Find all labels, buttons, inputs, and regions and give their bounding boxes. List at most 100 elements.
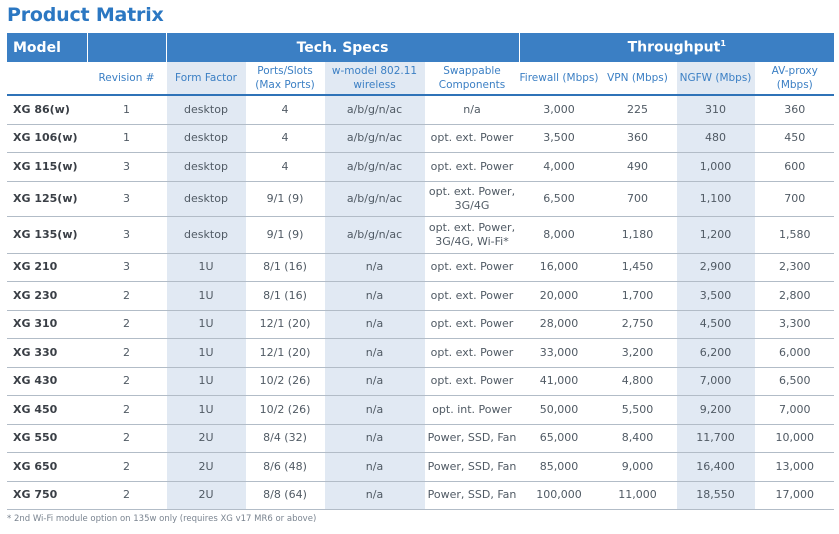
table-cell: 8/1 (16) (245, 281, 324, 311)
table-cell: 7,000 (754, 395, 835, 425)
table-cell: 3,000 (518, 95, 599, 125)
table-cell: desktop (165, 181, 246, 217)
table-row: XG 106(w) 1 desktop 4 a/b/g/n/ac opt. ext. Po… (7, 124, 835, 153)
table-cell: n/a (323, 367, 425, 396)
table-cell: 3 (86, 253, 166, 282)
table-row: XG 430 2 1U 10/2 (26) n/a opt. ext. Power 41,0… (7, 367, 835, 396)
column-header: w-model 802.11 wireless (323, 62, 425, 96)
table-cell: opt. ext. Power (424, 281, 519, 311)
throughput-header: Throughput1 (518, 33, 835, 62)
table-cell: 85,000 (518, 452, 599, 482)
table-cell: a/b/g/n/ac (323, 181, 425, 217)
table-cell: 2 (86, 452, 166, 482)
model-cell: XG 750 (7, 481, 87, 510)
table-cell: 6,200 (675, 338, 755, 368)
column-header: Ports/Slots (Max Ports) (245, 62, 324, 96)
table-cell: opt. ext. Power (424, 367, 519, 396)
table-cell: 12/1 (20) (245, 338, 324, 368)
table-cell: desktop (165, 95, 246, 125)
table-cell: 3,300 (754, 310, 835, 339)
product-matrix-table: Model Tech. Specs Throughput1 Revision # For… (7, 33, 835, 510)
table-cell: 3 (86, 216, 166, 254)
table-cell: desktop (165, 124, 246, 153)
table-cell: 2,800 (754, 281, 835, 311)
table-cell: 360 (598, 124, 676, 153)
table-cell: 4,000 (518, 152, 599, 182)
table-cell: 1U (165, 395, 246, 425)
page-title: Product Matrix (7, 4, 164, 26)
table-cell: 1U (165, 367, 246, 396)
table-cell: 4,500 (675, 310, 755, 339)
table-cell: a/b/g/n/ac (323, 124, 425, 153)
table-cell: 1U (165, 338, 246, 368)
table-row: XG 86(w) 1 desktop 4 a/b/g/n/ac n/a 3,000 225 31… (7, 95, 835, 125)
table-cell: Power, SSD, Fan (424, 452, 519, 482)
table-cell: 1 (86, 95, 166, 125)
table-cell: 28,000 (518, 310, 599, 339)
table-cell: opt. ext. Power (424, 124, 519, 153)
table-cell: 11,700 (675, 424, 755, 453)
column-header: VPN (Mbps) (598, 62, 676, 96)
table-cell: desktop (165, 216, 246, 254)
table-cell: 8/6 (48) (245, 452, 324, 482)
model-cell: XG 550 (7, 424, 87, 453)
table-cell: 490 (598, 152, 676, 182)
table-cell: 8,400 (598, 424, 676, 453)
table-cell: 700 (754, 181, 835, 217)
table-cell: 11,000 (598, 481, 676, 510)
table-cell: Power, SSD, Fan (424, 424, 519, 453)
column-header: Firewall (Mbps) (518, 62, 599, 96)
model-cell: XG 135(w) (7, 216, 87, 254)
throughput-footnote-mark: 1 (720, 39, 726, 49)
table-cell: a/b/g/n/ac (323, 216, 425, 254)
table-cell: a/b/g/n/ac (323, 95, 425, 125)
table-cell: opt. ext. Power, 3G/4G, Wi-Fi* (424, 216, 519, 254)
table-cell: 33,000 (518, 338, 599, 368)
column-header-row: Revision # Form Factor Ports/Slots (Max Po… (7, 62, 835, 96)
table-cell: opt. ext. Power (424, 338, 519, 368)
table-cell: opt. ext. Power (424, 310, 519, 339)
table-cell: opt. ext. Power, 3G/4G (424, 181, 519, 217)
model-header: Model (7, 33, 87, 62)
table-cell: 2 (86, 338, 166, 368)
table-cell: 16,000 (518, 253, 599, 282)
table-cell: 10,000 (754, 424, 835, 453)
table-row: XG 650 2 2U 8/6 (48) n/a Power, SSD, Fan 85,00… (7, 452, 835, 482)
table-cell: 310 (675, 95, 755, 125)
column-header: NGFW (Mbps) (675, 62, 755, 96)
table-cell: 3,500 (518, 124, 599, 153)
table-cell: 1,180 (598, 216, 676, 254)
table-cell: 100,000 (518, 481, 599, 510)
tech-specs-header: Tech. Specs (165, 33, 519, 62)
table-cell: 2,900 (675, 253, 755, 282)
table-cell: 1U (165, 281, 246, 311)
table-cell: 2U (165, 452, 246, 482)
table-row: XG 310 2 1U 12/1 (20) n/a opt. ext. Power 28,0… (7, 310, 835, 339)
table-cell: 2 (86, 310, 166, 339)
table-cell: 20,000 (518, 281, 599, 311)
table-cell: 7,000 (675, 367, 755, 396)
table-cell: 2 (86, 481, 166, 510)
table-cell: n/a (323, 310, 425, 339)
table-cell: 17,000 (754, 481, 835, 510)
table-cell: desktop (165, 152, 246, 182)
table-cell: 4 (245, 152, 324, 182)
column-header: AV-proxy (Mbps) (754, 62, 835, 96)
table-cell: 360 (754, 95, 835, 125)
table-row: XG 750 2 2U 8/8 (64) n/a Power, SSD, Fan 100,0… (7, 481, 835, 510)
model-cell: XG 230 (7, 281, 87, 311)
table-cell: 8/4 (32) (245, 424, 324, 453)
table-cell: 4 (245, 124, 324, 153)
table-cell: 6,500 (518, 181, 599, 217)
table-cell: 480 (675, 124, 755, 153)
table-cell: n/a (424, 95, 519, 125)
table-cell: 6,500 (754, 367, 835, 396)
table-cell: n/a (323, 481, 425, 510)
table-row: XG 115(w) 3 desktop 4 a/b/g/n/ac opt. ext. Po… (7, 152, 835, 182)
table-cell: 4,800 (598, 367, 676, 396)
table-cell: 2 (86, 424, 166, 453)
table-cell: 1U (165, 310, 246, 339)
table-cell: 18,550 (675, 481, 755, 510)
model-cell: XG 86(w) (7, 95, 87, 125)
table-row: XG 210 3 1U 8/1 (16) n/a opt. ext. Power 16,00… (7, 253, 835, 282)
